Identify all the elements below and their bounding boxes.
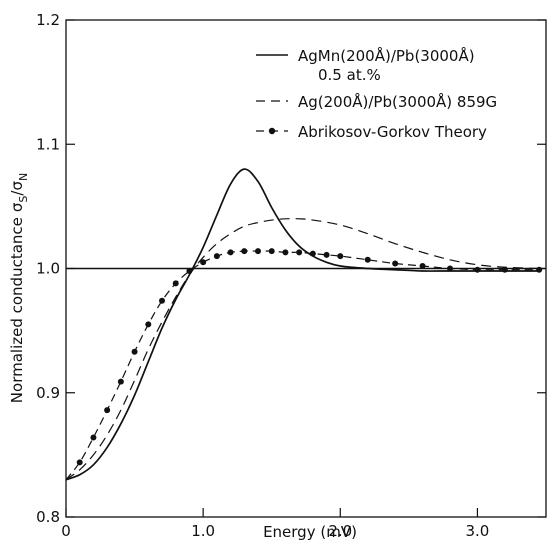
theory-point xyxy=(159,297,165,304)
y-axis-label-sub-s: S xyxy=(17,196,30,203)
theory-point xyxy=(501,266,508,273)
y-tick-label: 1.0 xyxy=(36,260,60,278)
theory-point xyxy=(172,280,179,287)
theory-point xyxy=(145,321,152,328)
series-group xyxy=(65,168,543,481)
y-axis-label-sub-n: N xyxy=(17,173,30,181)
theory-point xyxy=(296,249,303,256)
theory-point xyxy=(76,459,83,466)
y-axis-label-sigma-2: σ xyxy=(8,181,26,191)
x-tick-label: 1.0 xyxy=(191,522,215,540)
x-tick-label: 0 xyxy=(61,522,71,540)
theory-point xyxy=(255,248,261,255)
series-agmn-solid-line xyxy=(65,168,540,481)
y-ticks-group: 0.8 0.9 1.0 1.1 1.2 xyxy=(36,11,546,526)
legend-swatch-marker xyxy=(268,127,276,135)
theory-point xyxy=(186,267,193,274)
legend-label-2: Ag(200Å)/Pb(3000Å) 859G xyxy=(298,92,497,111)
x-tick-label: 3.0 xyxy=(465,522,489,540)
theory-point xyxy=(419,263,426,270)
theory-point xyxy=(117,378,124,385)
legend-label-1: AgMn(200Å)/Pb(3000Å) xyxy=(298,46,475,65)
legend: AgMn(200Å)/Pb(3000Å) 0.5 at.% Ag(200Å)/P… xyxy=(256,46,497,141)
theory-point xyxy=(447,265,453,272)
theory-point xyxy=(474,266,481,273)
y-tick-label: 1.2 xyxy=(36,11,60,29)
theory-point xyxy=(323,251,330,258)
y-axis-label-main: Normalized conductance xyxy=(8,217,26,403)
y-axis-label-slash: / xyxy=(8,190,26,196)
x-ticks-group: 0 1.0 2.0 3.0 xyxy=(61,508,489,540)
theory-point xyxy=(364,256,371,263)
y-axis-label: Normalized conductanceσS/σN xyxy=(8,173,30,403)
theory-point xyxy=(200,259,207,266)
theory-point xyxy=(104,407,111,414)
theory-point xyxy=(213,253,220,260)
theory-point xyxy=(131,348,138,355)
y-tick-label: 0.8 xyxy=(36,508,60,526)
legend-label-3: Abrikosov-Gorkov Theory xyxy=(298,123,487,141)
y-axis-label-sigma: σ xyxy=(8,202,26,212)
y-tick-label: 1.1 xyxy=(36,135,60,153)
theory-point xyxy=(282,249,289,256)
legend-label-1-line2: 0.5 at.% xyxy=(318,66,381,84)
series-ag-dashed-line xyxy=(65,218,540,481)
x-tick-label: 2.0 xyxy=(328,522,352,540)
theory-point xyxy=(268,248,275,255)
theory-point xyxy=(536,266,543,273)
theory-point xyxy=(90,434,97,441)
theory-point xyxy=(241,248,248,255)
series-abrikosov-gorkov-line xyxy=(65,250,540,481)
theory-point xyxy=(309,250,316,257)
theory-point xyxy=(337,253,344,260)
theory-point xyxy=(392,260,399,267)
x-axis-label: Energy (mV) xyxy=(263,523,357,541)
y-tick-label: 0.9 xyxy=(36,384,60,402)
theory-point xyxy=(227,249,234,256)
